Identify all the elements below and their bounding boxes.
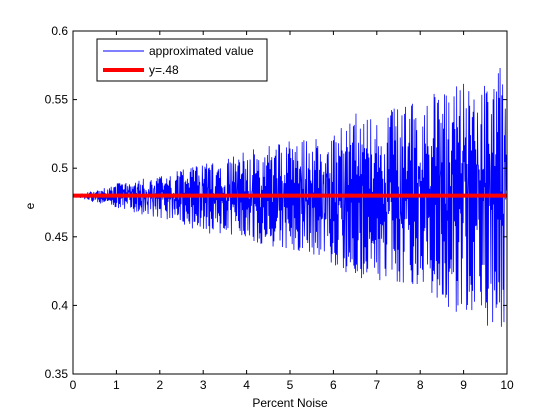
y-axis-label: e [23, 202, 37, 209]
legend-label-y-048: y=.48 [149, 63, 179, 77]
x-tick-label: 2 [156, 378, 163, 392]
legend: approximated value y=.48 [96, 38, 268, 82]
x-tick-label: 4 [243, 378, 250, 392]
x-tick-label: 8 [417, 378, 424, 392]
x-tick-label: 0 [70, 378, 77, 392]
series-layer [72, 68, 508, 327]
legend-box [96, 38, 268, 82]
y-tick-label: 0.55 [45, 93, 69, 107]
x-tick-label: 3 [200, 378, 207, 392]
y-tick-label: 0.5 [51, 161, 68, 175]
x-tick-label: 9 [460, 378, 467, 392]
y-tick-label: 0.35 [45, 367, 69, 381]
x-tick-label: 10 [500, 378, 514, 392]
y-tick-label: 0.4 [51, 298, 68, 312]
axis-layer: 0 1 2 3 4 5 6 7 8 9 10 0.35 0.4 0.45 0.5 0.55 0.6 [45, 24, 514, 392]
series-approximated-value-line [72, 68, 508, 327]
x-tick-label: 1 [113, 378, 120, 392]
x-tick-label: 7 [373, 378, 380, 392]
legend-label-approximated-value: approximated value [149, 44, 254, 58]
x-axis-label: Percent Noise [252, 396, 328, 410]
y-tick-label: 0.45 [45, 230, 69, 244]
x-tick-label: 5 [287, 378, 294, 392]
x-tick-label: 6 [330, 378, 337, 392]
y-tick-label: 0.6 [51, 24, 68, 38]
